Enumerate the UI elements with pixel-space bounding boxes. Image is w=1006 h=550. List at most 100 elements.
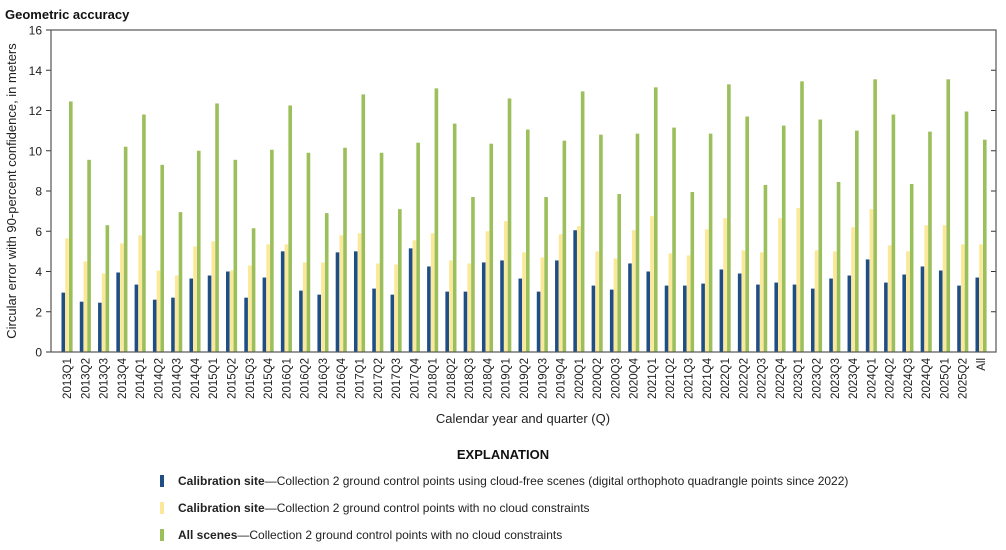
- x-tick-label: 2016Q4: [336, 357, 348, 399]
- x-tick-label: 2014Q4: [190, 357, 202, 399]
- x-tick-label: 2015Q1: [208, 358, 220, 399]
- bar-2024Q4-series-0: [920, 266, 925, 352]
- y-tick-label: 12: [29, 104, 43, 118]
- x-tick-label: 2021Q1: [647, 358, 659, 399]
- y-axis-label: Circular error with 90-percent confidenc…: [4, 43, 19, 339]
- bar-2022Q4-series-2: [781, 125, 786, 352]
- bar-2013Q3-series-2: [105, 225, 110, 352]
- y-tick-label: 0: [35, 346, 42, 360]
- x-tick-label: 2020Q4: [629, 357, 641, 399]
- bar-2013Q4-series-1: [120, 243, 124, 352]
- x-axis-label: Calendar year and quarter (Q): [436, 411, 610, 426]
- x-tick-label: 2018Q2: [446, 358, 458, 399]
- bar-2024Q2-series-2: [891, 114, 896, 353]
- bar-All-series-2: [983, 139, 987, 352]
- x-tick-label: 2013Q4: [117, 357, 129, 399]
- legend-swatch: [160, 475, 164, 487]
- bar-2024Q1-series-0: [865, 259, 870, 352]
- bar-2013Q3-series-0: [98, 302, 102, 352]
- bar-2016Q4-series-0: [335, 252, 340, 352]
- x-tick-label: 2014Q1: [135, 358, 147, 399]
- bar-2021Q1-series-0: [646, 271, 651, 352]
- bar-2019Q2-series-1: [522, 252, 526, 352]
- x-tick-label: 2014Q2: [153, 358, 165, 399]
- bar-2016Q1-series-1: [284, 244, 289, 352]
- bar-2017Q2-series-1: [376, 263, 380, 352]
- bar-2022Q1-series-2: [727, 84, 731, 353]
- x-tick-label: 2023Q2: [811, 358, 823, 399]
- bar-2024Q2-series-0: [884, 282, 888, 352]
- bar-2016Q1-series-0: [280, 251, 285, 352]
- legend-item-calibration-no-cloud: Calibration site —Collection 2 ground co…: [160, 501, 590, 515]
- legend-series-name: All scenes: [178, 528, 238, 542]
- bar-2025Q1-series-1: [942, 225, 947, 352]
- bar-2013Q1-series-1: [65, 238, 69, 352]
- x-tick-label: 2023Q4: [848, 357, 860, 399]
- bar-2021Q2-series-0: [664, 285, 669, 352]
- bar-2016Q3-series-0: [317, 294, 322, 352]
- bar-2023Q3-series-0: [829, 278, 833, 352]
- bar-2024Q3-series-1: [906, 251, 910, 352]
- bar-2018Q2-series-1: [449, 260, 453, 352]
- bar-2013Q2-series-1: [83, 261, 88, 352]
- x-tick-label: 2016Q3: [318, 358, 330, 399]
- bar-2017Q4-series-2: [416, 142, 420, 352]
- bar-2017Q2-series-2: [379, 152, 384, 352]
- bar-2014Q2-series-0: [152, 299, 157, 352]
- bar-2019Q3-series-1: [540, 257, 545, 352]
- bar-2020Q3-series-1: [613, 258, 618, 352]
- bar-2016Q4-series-1: [339, 235, 344, 352]
- bar-2023Q1-series-0: [792, 284, 797, 352]
- bar-2020Q3-series-2: [617, 194, 621, 352]
- bar-2023Q1-series-2: [800, 81, 804, 352]
- bar-2023Q2-series-0: [810, 288, 815, 352]
- bar-2020Q1-series-2: [580, 91, 585, 352]
- bar-2015Q4-series-0: [262, 277, 267, 352]
- bar-2013Q1-series-2: [69, 101, 73, 352]
- bar-2018Q1-series-2: [434, 88, 439, 353]
- x-tick-label: 2024Q1: [866, 358, 878, 399]
- chart-title: Geometric accuracy: [5, 7, 130, 22]
- bar-2019Q1-series-0: [500, 260, 504, 352]
- x-tick-label: 2013Q3: [99, 358, 111, 399]
- bar-2016Q3-series-1: [321, 262, 325, 352]
- x-tick-label: 2022Q3: [757, 358, 769, 399]
- bar-2016Q4-series-2: [343, 147, 347, 352]
- x-tick-label: 2019Q3: [537, 358, 549, 399]
- y-tick-label: 8: [35, 185, 42, 199]
- x-tick-label: 2020Q2: [592, 358, 604, 399]
- bar-2023Q3-series-1: [833, 251, 837, 352]
- bar-2021Q4-series-0: [701, 283, 705, 352]
- bar-2021Q3-series-2: [690, 192, 695, 352]
- plot-frame: [50, 29, 997, 353]
- bar-2023Q3-series-2: [836, 181, 841, 352]
- bar-2016Q1-series-2: [288, 105, 292, 352]
- bar-2014Q4-series-0: [189, 278, 194, 352]
- x-tick-label: 2020Q3: [610, 358, 622, 399]
- bar-2014Q2-series-2: [160, 164, 164, 352]
- bar-2024Q1-series-1: [869, 209, 874, 352]
- x-tick-label: 2023Q1: [793, 358, 805, 399]
- bar-2023Q2-series-2: [818, 119, 823, 353]
- bar-2021Q2-series-1: [668, 253, 673, 352]
- bar-2022Q1-series-0: [719, 269, 724, 352]
- bar-2021Q4-series-2: [708, 133, 713, 352]
- bar-2015Q4-series-2: [270, 149, 274, 352]
- x-tick-label: 2015Q2: [227, 358, 239, 399]
- x-tick-label: 2016Q1: [281, 358, 293, 399]
- y-tick-label: 2: [35, 305, 42, 319]
- bar-2014Q1-series-2: [142, 114, 146, 353]
- bar-2022Q2-series-1: [741, 250, 746, 352]
- bar-2018Q3-series-2: [471, 197, 475, 352]
- x-tick-label: 2022Q1: [720, 358, 732, 399]
- bar-2019Q2-series-0: [518, 278, 523, 352]
- bar-2020Q3-series-0: [609, 289, 614, 352]
- bar-2022Q3-series-0: [756, 284, 760, 352]
- x-tick-label: 2022Q4: [775, 357, 787, 399]
- bar-2017Q3-series-1: [394, 264, 398, 352]
- x-tick-label: 2017Q2: [373, 358, 385, 399]
- bar-2025Q2-series-1: [960, 244, 965, 352]
- bar-2017Q2-series-0: [372, 288, 376, 352]
- bar-2013Q2-series-2: [87, 159, 91, 352]
- bar-2015Q1-series-1: [211, 241, 216, 352]
